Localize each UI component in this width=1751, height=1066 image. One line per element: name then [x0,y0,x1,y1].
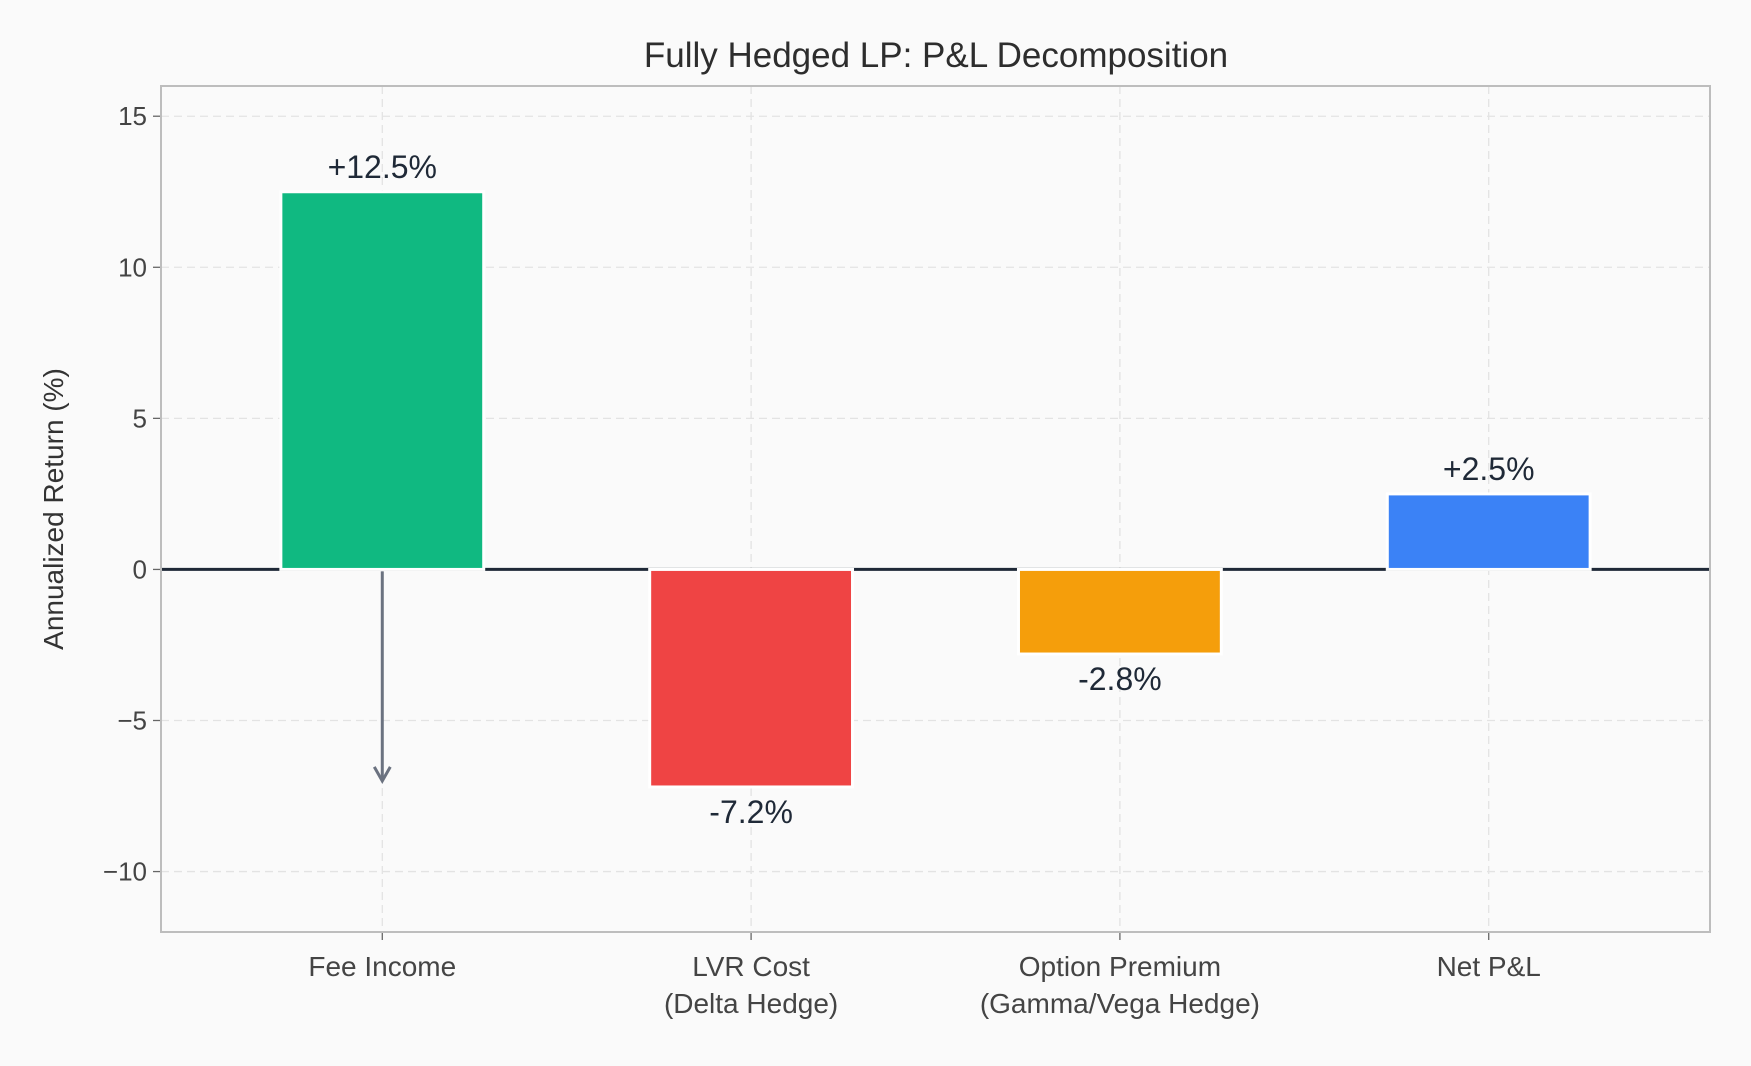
bar [279,190,486,571]
x-tick-label: Fee Income [308,951,456,982]
data-label: -7.2% [709,794,793,830]
y-tick-label: 15 [118,101,147,131]
x-tick-label-line: Option Premium [1019,951,1221,982]
data-label: -2.8% [1078,661,1162,697]
bar [1385,492,1592,571]
x-tick-label: Option Premium (Gamma/Vega Hedge) [980,951,1260,1019]
arrow-head-icon [372,766,392,784]
y-tick-label: 0 [133,554,147,584]
x-tick-label-line: LVR Cost [692,951,810,982]
y-tick-label: −5 [117,706,147,736]
y-tick-label: 5 [133,403,147,433]
y-tick-label: 10 [118,252,147,282]
y-axis-label: Annualized Return (%) [38,368,69,650]
plot-frame [160,85,1711,933]
y-tick-label: −10 [103,857,147,887]
bar [1016,567,1223,656]
x-tick-label-line: (Delta Hedge) [664,988,838,1019]
x-tick-label-line: Net P&L [1437,951,1541,982]
data-label: +2.5% [1443,451,1535,487]
x-tick-label: LVR Cost (Delta Hedge) [664,951,838,1019]
x-tick-label: Net P&L [1437,951,1541,982]
bar [648,567,855,789]
data-label: +12.5% [328,149,437,185]
chart-title: Fully Hedged LP: P&L Decomposition [644,36,1228,75]
x-tick-label-line: (Gamma/Vega Hedge) [980,988,1260,1019]
